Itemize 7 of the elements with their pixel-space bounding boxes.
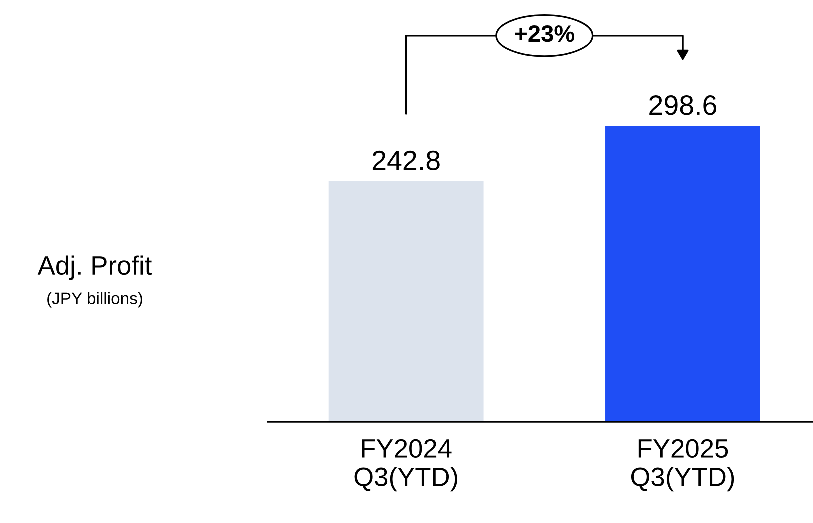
data-label: 242.8	[372, 150, 440, 170]
x-tick-label: FY2024 Q3(YTD)	[354, 439, 458, 492]
x-tick-label: FY2025 Q3(YTD)	[631, 439, 734, 492]
y-axis-title: Adj. Profit	[38, 256, 152, 280]
text: +23%	[515, 25, 575, 42]
data-label: 298.6	[650, 96, 717, 116]
text: (JPY billions)	[48, 292, 142, 308]
